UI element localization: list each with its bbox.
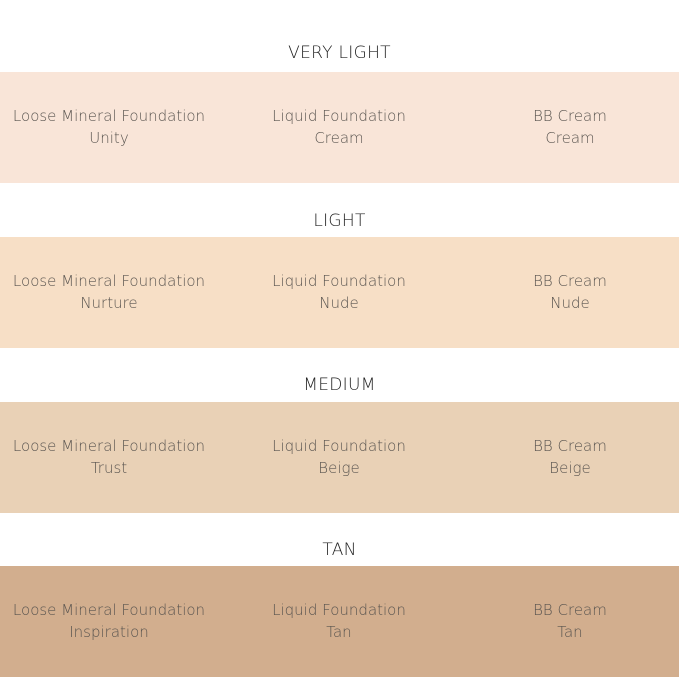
product-shade: Liquid Foundation Cream (224, 105, 454, 149)
product-shade: BB Cream Beige (455, 435, 679, 479)
section-heading: VERY LIGHT (288, 43, 391, 63)
product-shade: Liquid Foundation Nude (224, 270, 454, 314)
product-name: BB Cream (533, 272, 607, 290)
shade-band: Loose Mineral Foundation Trust Liquid Foun… (0, 402, 679, 513)
product-name: BB Cream (533, 437, 607, 455)
section-heading: MEDIUM (303, 375, 376, 395)
shade-name: Beige (318, 459, 360, 477)
product-shade: Loose Mineral Foundation Inspiration (0, 599, 224, 643)
product-shade: BB Cream Cream (455, 105, 679, 149)
shade-name: Trust (90, 459, 128, 477)
product-name: Loose Mineral Foundation (12, 437, 206, 455)
shade-band: Loose Mineral Foundation Inspiration Liqui… (0, 566, 679, 677)
shade-name: Cream (314, 129, 364, 147)
product-shade: Liquid Foundation Beige (224, 435, 454, 479)
product-shade: BB Cream Tan (455, 599, 679, 643)
product-shade: Loose Mineral Foundation Nurture (0, 270, 224, 314)
shade-name: Nude (550, 294, 590, 312)
shade-name: Nurture (80, 294, 138, 312)
product-name: Liquid Foundation (272, 601, 406, 619)
product-name: Liquid Foundation (272, 272, 406, 290)
product-name: Loose Mineral Foundation (12, 601, 206, 619)
product-shade: Loose Mineral Foundation Trust (0, 435, 224, 479)
product-name: BB Cream (533, 601, 607, 619)
section-heading: LIGHT (313, 211, 366, 231)
product-name: Loose Mineral Foundation (12, 107, 206, 125)
shade-name: Unity (89, 129, 129, 147)
product-name: BB Cream (533, 107, 607, 125)
section-heading: TAN (322, 540, 357, 560)
product-shade: Liquid Foundation Tan (224, 599, 454, 643)
shade-name: Tan (326, 623, 352, 641)
shade-name: Inspiration (69, 623, 149, 641)
product-name: Liquid Foundation (272, 437, 406, 455)
shade-name: Beige (549, 459, 591, 477)
shade-name: Nude (319, 294, 359, 312)
product-name: Liquid Foundation (272, 107, 406, 125)
product-name: Loose Mineral Foundation (12, 272, 206, 290)
shade-name: Cream (545, 129, 595, 147)
product-shade: Loose Mineral Foundation Unity (0, 105, 224, 149)
shade-band: Loose Mineral Foundation Nurture Liquid Fo… (0, 237, 679, 348)
product-shade: BB Cream Nude (455, 270, 679, 314)
shade-name: Tan (557, 623, 583, 641)
shade-band: Loose Mineral Foundation Unity Liquid Foun… (0, 72, 679, 183)
